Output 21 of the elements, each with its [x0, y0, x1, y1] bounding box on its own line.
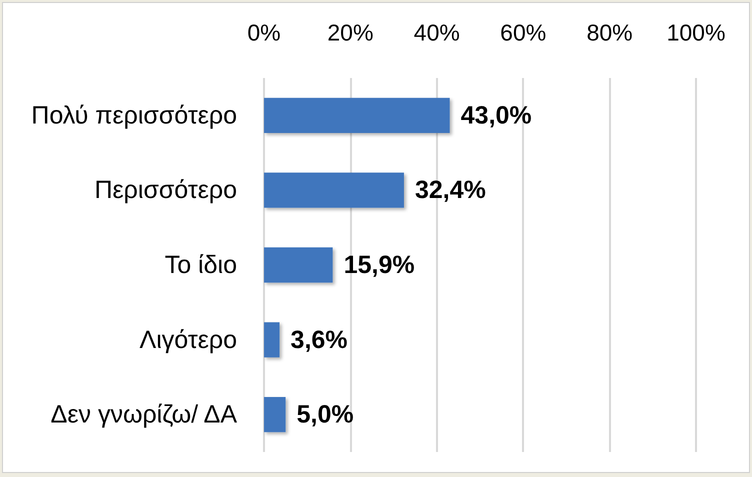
x-tick-label: 60%: [500, 20, 546, 46]
bar: [264, 98, 450, 133]
y-tick-label: Δεν γνωρίζω/ ΔΑ: [50, 400, 238, 429]
data-label: 15,9%: [344, 251, 415, 279]
y-tick-label: Λιγότερο: [140, 326, 237, 354]
data-label: 3,6%: [290, 326, 348, 354]
data-label: 43,0%: [460, 101, 532, 130]
bar: [264, 247, 333, 283]
x-tick-label: 40%: [414, 20, 460, 46]
bar: [264, 397, 286, 432]
x-tick-label: 80%: [586, 20, 633, 46]
y-tick-label: Πολύ περισσότερο: [31, 101, 237, 130]
data-label: 5,0%: [296, 400, 354, 429]
bar: [264, 322, 280, 358]
x-tick-label: 100%: [666, 20, 726, 46]
x-tick-label: 20%: [327, 20, 374, 46]
y-tick-label: Το ίδιο: [164, 251, 237, 279]
x-tick-label: 0%: [247, 20, 281, 46]
y-tick-label: Περισσότερο: [94, 176, 237, 204]
bar: [264, 172, 404, 208]
data-label: 32,4%: [414, 176, 486, 204]
